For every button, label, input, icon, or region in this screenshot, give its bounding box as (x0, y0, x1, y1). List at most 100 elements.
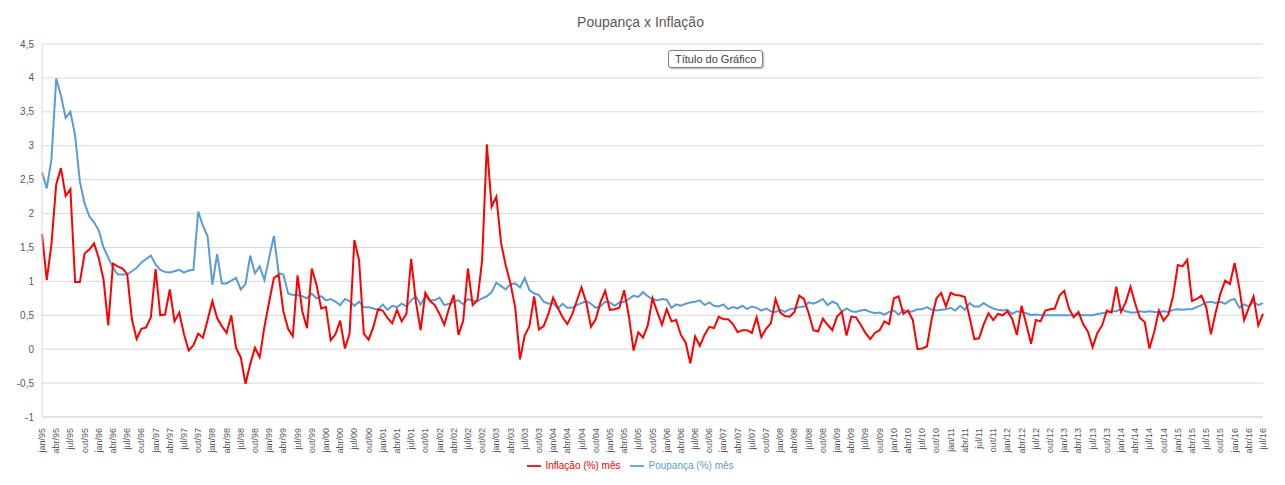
svg-text:jul/11: jul/11 (974, 428, 984, 450)
svg-text:jan/06: jan/06 (662, 428, 672, 454)
svg-text:3: 3 (28, 140, 34, 151)
svg-text:jul/15: jul/15 (1201, 428, 1211, 451)
svg-text:abr/95: abr/95 (51, 428, 61, 454)
svg-text:abr/05: abr/05 (619, 428, 629, 454)
svg-text:out/12: out/12 (1045, 428, 1055, 453)
svg-text:2,5: 2,5 (20, 174, 34, 185)
svg-text:jan/16: jan/16 (1230, 428, 1240, 454)
svg-text:out/09: out/09 (875, 428, 885, 453)
svg-text:out/05: out/05 (648, 428, 658, 453)
svg-text:jul/02: jul/02 (463, 428, 473, 451)
svg-text:jan/03: jan/03 (491, 428, 501, 454)
svg-text:jul/10: jul/10 (917, 428, 927, 451)
svg-text:out/95: out/95 (80, 428, 90, 453)
svg-text:4,5: 4,5 (20, 39, 34, 50)
svg-text:abr/96: abr/96 (108, 428, 118, 454)
svg-text:4: 4 (28, 72, 34, 83)
svg-text:abr/03: abr/03 (506, 428, 516, 454)
svg-text:out/01: out/01 (420, 428, 430, 453)
svg-text:out/04: out/04 (591, 428, 601, 453)
svg-text:abr/13: abr/13 (1073, 428, 1083, 454)
svg-text:abr/99: abr/99 (278, 428, 288, 454)
svg-text:jul/12: jul/12 (1031, 428, 1041, 451)
svg-text:jan/05: jan/05 (605, 428, 615, 454)
svg-text:jan/08: jan/08 (775, 428, 785, 454)
svg-text:jul/16: jul/16 (1258, 428, 1268, 451)
svg-text:1,5: 1,5 (20, 242, 34, 253)
svg-text:jul/14: jul/14 (1144, 428, 1154, 451)
svg-text:jan/12: jan/12 (1002, 428, 1012, 454)
svg-text:jan/95: jan/95 (37, 428, 47, 454)
svg-text:jan/99: jan/99 (264, 428, 274, 454)
svg-text:0,5: 0,5 (20, 310, 34, 321)
svg-text:abr/01: abr/01 (392, 428, 402, 454)
svg-text:abr/09: abr/09 (846, 428, 856, 454)
svg-text:jul/96: jul/96 (122, 428, 132, 451)
svg-text:abr/16: abr/16 (1244, 428, 1254, 454)
svg-text:out/08: out/08 (818, 428, 828, 453)
svg-text:jul/04: jul/04 (577, 428, 587, 451)
svg-text:out/03: out/03 (534, 428, 544, 453)
svg-text:out/97: out/97 (193, 428, 203, 453)
svg-text:out/07: out/07 (761, 428, 771, 453)
svg-text:abr/02: abr/02 (449, 428, 459, 454)
svg-text:abr/14: abr/14 (1130, 428, 1140, 454)
svg-text:out/14: out/14 (1159, 428, 1169, 453)
svg-text:jan/13: jan/13 (1059, 428, 1069, 454)
svg-text:jul/98: jul/98 (236, 428, 246, 451)
svg-text:jan/00: jan/00 (321, 428, 331, 454)
svg-text:abr/04: abr/04 (562, 428, 572, 454)
svg-text:out/96: out/96 (136, 428, 146, 453)
svg-text:jan/11: jan/11 (946, 428, 956, 453)
svg-text:out/00: out/00 (364, 428, 374, 453)
svg-text:jan/07: jan/07 (718, 428, 728, 454)
svg-text:jan/02: jan/02 (435, 428, 445, 454)
svg-text:jan/10: jan/10 (889, 428, 899, 454)
svg-text:jan/14: jan/14 (1116, 428, 1126, 454)
svg-text:out/10: out/10 (931, 428, 941, 453)
svg-text:jul/07: jul/07 (747, 428, 757, 451)
svg-text:abr/12: abr/12 (1017, 428, 1027, 454)
svg-text:-0,5: -0,5 (17, 378, 35, 389)
svg-text:jul/06: jul/06 (690, 428, 700, 451)
svg-text:abr/11: abr/11 (960, 428, 970, 453)
svg-text:abr/00: abr/00 (335, 428, 345, 454)
svg-text:abr/07: abr/07 (733, 428, 743, 454)
svg-text:jan/09: jan/09 (832, 428, 842, 454)
svg-text:out/11: out/11 (988, 428, 998, 452)
svg-text:jul/05: jul/05 (633, 428, 643, 451)
svg-text:jul/99: jul/99 (293, 428, 303, 451)
svg-text:3,5: 3,5 (20, 106, 34, 117)
svg-text:jul/95: jul/95 (65, 428, 75, 451)
svg-text:jul/03: jul/03 (520, 428, 530, 451)
svg-text:jan/96: jan/96 (94, 428, 104, 454)
svg-text:jul/97: jul/97 (179, 428, 189, 451)
svg-text:abr/10: abr/10 (903, 428, 913, 454)
svg-text:jan/15: jan/15 (1173, 428, 1183, 454)
svg-text:out/99: out/99 (307, 428, 317, 453)
svg-text:jan/01: jan/01 (378, 428, 388, 454)
svg-text:abr/97: abr/97 (165, 428, 175, 454)
html-text:Poupança x Inflação: Poupança x Inflação (577, 14, 704, 30)
svg-text:-1: -1 (25, 412, 34, 423)
svg-text:0: 0 (28, 344, 34, 355)
svg-text:jan/97: jan/97 (151, 428, 161, 454)
svg-text:jul/09: jul/09 (860, 428, 870, 451)
svg-text:jul/00: jul/00 (349, 428, 359, 451)
svg-text:out/13: out/13 (1102, 428, 1112, 453)
svg-text:jul/01: jul/01 (406, 428, 416, 451)
svg-text:abr/98: abr/98 (222, 428, 232, 454)
svg-text:jan/04: jan/04 (548, 428, 558, 454)
svg-text:1: 1 (28, 276, 34, 287)
svg-text:out/02: out/02 (477, 428, 487, 453)
svg-text:abr/08: abr/08 (789, 428, 799, 454)
svg-text:out/15: out/15 (1215, 428, 1225, 453)
svg-text:2: 2 (28, 208, 34, 219)
svg-text:abr/06: abr/06 (676, 428, 686, 454)
svg-text:out/06: out/06 (704, 428, 714, 453)
svg-text:out/98: out/98 (250, 428, 260, 453)
svg-text:abr/15: abr/15 (1187, 428, 1197, 454)
svg-text:jul/08: jul/08 (804, 428, 814, 451)
svg-text:jul/13: jul/13 (1088, 428, 1098, 451)
svg-text:jan/98: jan/98 (207, 428, 217, 454)
